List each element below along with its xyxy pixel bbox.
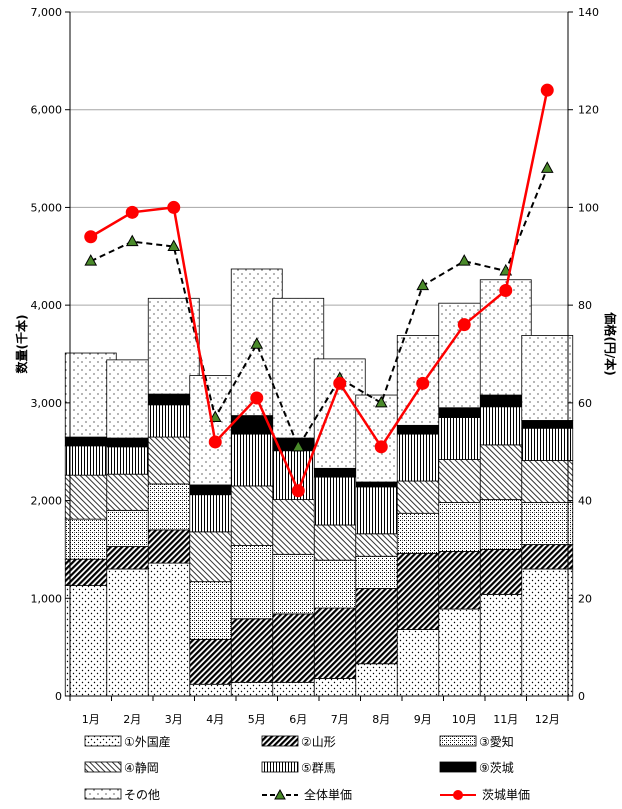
- circle-marker: [333, 376, 347, 390]
- triangle-marker: [416, 278, 430, 291]
- x-tick-label: 5月: [248, 713, 266, 726]
- x-tick-label: 11月: [493, 713, 518, 726]
- legend-swatch: [439, 761, 477, 773]
- legend-item: 茨城単価: [440, 788, 530, 802]
- legend-item: その他: [84, 788, 160, 802]
- triangle-marker: [125, 234, 139, 247]
- legend-swatch: [84, 735, 122, 747]
- legend-item: ①外国産: [84, 734, 171, 749]
- circle-marker: [540, 83, 554, 97]
- legend-swatch: [261, 735, 299, 747]
- circle-marker: [374, 440, 388, 454]
- circle-marker: [250, 391, 264, 405]
- legend-label: ⑤群馬: [301, 761, 336, 775]
- legend-label: 全体単価: [304, 787, 352, 802]
- legend-label: ②山形: [301, 735, 336, 749]
- legend-label: その他: [124, 788, 160, 802]
- triangle-marker: [540, 161, 554, 173]
- circle-marker: [291, 484, 305, 498]
- x-tick-label: 4月: [206, 713, 224, 726]
- legend-label: 茨城単価: [482, 788, 530, 802]
- legend-item: ③愛知: [439, 735, 514, 749]
- triangle-marker: [167, 239, 181, 252]
- bar-segment: [521, 502, 574, 545]
- y2-tick-label: 60: [578, 397, 592, 410]
- y-tick-label: 2,000: [31, 495, 63, 508]
- triangle-marker: [291, 439, 305, 452]
- legend-swatch: [84, 761, 122, 773]
- legend-item: ⑤群馬: [261, 761, 336, 775]
- y2-tick-label: 20: [578, 592, 592, 605]
- y2-tick-label: 140: [578, 6, 599, 19]
- circle-marker: [167, 200, 181, 214]
- line-ibaraki-price: [90, 89, 549, 495]
- y-axis-title: 数量(千本): [14, 315, 29, 374]
- circle-marker: [416, 376, 430, 390]
- circle-marker: [457, 318, 471, 332]
- legend-swatch: [261, 761, 299, 773]
- legend-item: 全体単価: [262, 787, 352, 802]
- legend-label: ⑨茨城: [479, 761, 514, 775]
- price-lines: [84, 83, 554, 498]
- x-tick-label: 9月: [414, 713, 432, 726]
- tick-labels: 0 1,000 2,000 3,000 4,000 5,000 6,000 7,000 0 20 4…: [31, 6, 600, 726]
- y2-tick-label: 0: [578, 690, 585, 703]
- triangle-marker: [457, 254, 471, 266]
- y2-tick-label: 100: [578, 201, 599, 214]
- y-tick-label: 3,000: [31, 397, 63, 410]
- circle-marker: [499, 283, 513, 297]
- legend-item: ⑨茨城: [439, 761, 514, 775]
- bar-segment: [521, 544, 574, 570]
- legend-label: ①外国産: [124, 734, 171, 749]
- circle-marker: [84, 230, 98, 244]
- y-tick-label: 0: [55, 690, 62, 703]
- line-overall-price: [90, 167, 549, 450]
- legend-item: ②山形: [261, 735, 336, 749]
- bar-segment: [521, 427, 574, 461]
- circle-marker: [125, 205, 139, 219]
- triangle-marker: [208, 410, 222, 423]
- x-tick-label: 6月: [289, 713, 307, 726]
- bar-segment: [521, 420, 574, 429]
- y-tick-label: 6,000: [31, 104, 63, 117]
- legend-swatch: [439, 735, 477, 747]
- legend-swatch: [84, 788, 122, 800]
- y2-axis-title: 価格(円/本): [603, 311, 618, 375]
- axes: [65, 11, 573, 701]
- triangle-marker: [84, 254, 98, 266]
- bar-segment: [521, 460, 574, 503]
- x-tick-label: 1月: [82, 713, 100, 726]
- triangle-marker: [250, 337, 264, 349]
- x-tick-label: 3月: [165, 713, 183, 726]
- x-tick-label: 7月: [331, 713, 349, 726]
- x-tick-label: 12月: [535, 713, 560, 726]
- y2-tick-label: 80: [578, 299, 592, 312]
- y2-tick-label: 40: [578, 495, 592, 508]
- y-tick-label: 7,000: [31, 6, 63, 19]
- triangle-marker: [374, 395, 388, 408]
- legend-item: ④静岡: [84, 761, 159, 775]
- legend-label: ④静岡: [124, 761, 159, 775]
- legend-marker: [274, 788, 286, 800]
- bar-segment: [521, 335, 574, 421]
- x-tick-label: 8月: [372, 713, 390, 726]
- y-tick-label: 4,000: [31, 299, 63, 312]
- legend-marker: [453, 790, 463, 800]
- y-tick-label: 1,000: [31, 592, 63, 605]
- circle-marker: [208, 435, 222, 449]
- x-tick-label: 10月: [452, 713, 477, 726]
- y2-tick-label: 120: [578, 104, 599, 117]
- stacked-bars: [64, 268, 574, 697]
- legend-label: ③愛知: [479, 735, 514, 749]
- x-tick-label: 2月: [123, 713, 141, 726]
- bar-segment: [521, 568, 574, 697]
- y-tick-label: 5,000: [31, 201, 63, 214]
